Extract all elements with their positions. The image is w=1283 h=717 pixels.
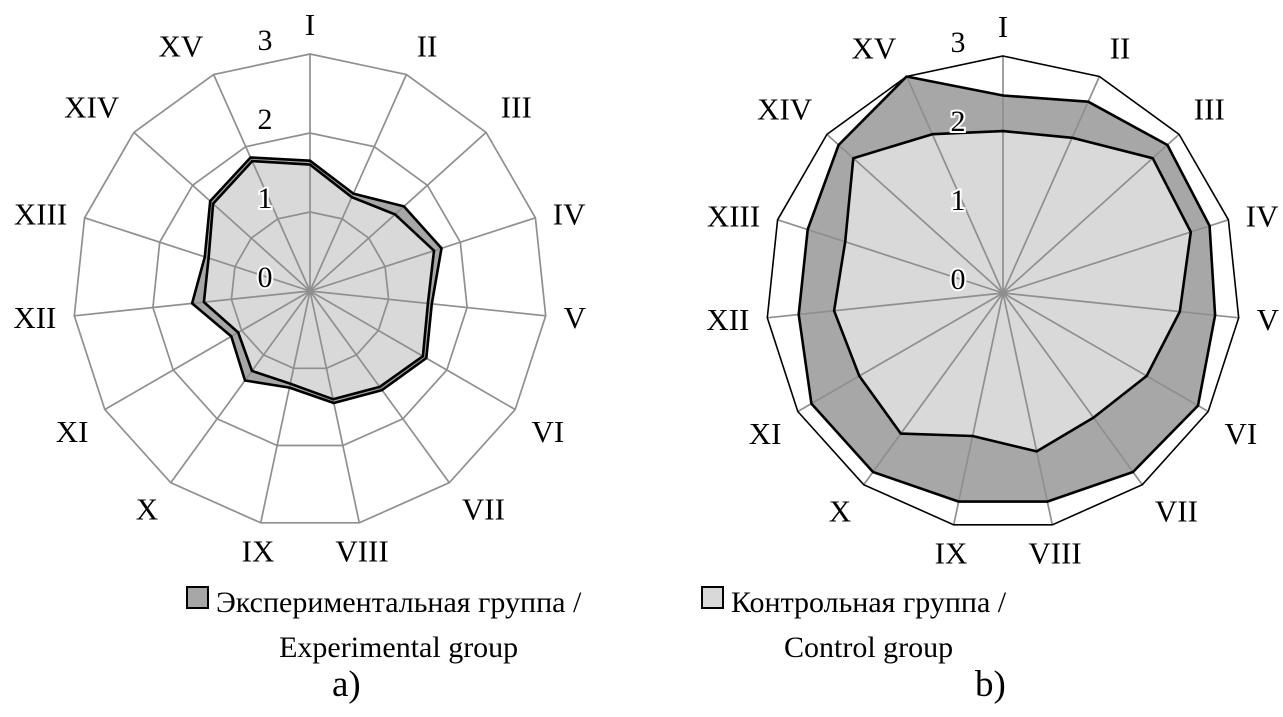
b-axis-label-I: I <box>998 9 1008 44</box>
b-tick-label-3: 3 <box>951 26 966 59</box>
a-axis-label-II: II <box>417 29 438 64</box>
sublabel-a: a) <box>332 664 361 705</box>
legend-label-control-ru: Контрольная группа / <box>731 586 1007 619</box>
b-axis-label-VIII: VIII <box>1028 536 1081 571</box>
b-axis-label-XV: XV <box>852 31 897 66</box>
b-spoke-XII <box>767 292 1004 319</box>
a-grid-ring-1 <box>230 211 390 370</box>
b-outer-ring <box>766 55 1240 526</box>
b-spoke-XV <box>905 76 1004 294</box>
b-axis-label-XIII: XIII <box>707 199 760 234</box>
b-axis-label-III: III <box>1194 92 1225 127</box>
a-tick-label-2: 2 <box>258 103 273 136</box>
b-series-control-fill <box>834 131 1191 452</box>
legend-item-experimental: Экспериментальная группа / Experimental … <box>186 580 581 670</box>
b-axis-label-VII: VII <box>1155 493 1198 528</box>
a-axis-label-XI: XI <box>56 414 89 449</box>
b-spoke-IX <box>952 292 1004 525</box>
a-outer-ring <box>73 53 547 524</box>
b-series-control-outline <box>832 129 1193 453</box>
b-spoke-XIII <box>777 218 1004 294</box>
a-spoke-II <box>309 74 408 292</box>
a-axis-label-XIV: XIV <box>64 90 120 125</box>
a-spoke-XV <box>212 74 311 292</box>
a-spoke-VIII <box>309 290 361 523</box>
b-axis-label-XI: XI <box>749 416 782 451</box>
a-axis-label-I: I <box>305 7 315 42</box>
legend-label-control-en: Control group <box>783 631 954 664</box>
a-axis-label-VI: VI <box>532 414 565 449</box>
b-axis-label-XIV: XIV <box>757 92 813 127</box>
a-series-control-fill <box>203 161 434 400</box>
b-spoke-II <box>1002 76 1101 294</box>
a-tick-label-3: 3 <box>258 24 273 57</box>
b-axis-label-V: V <box>1257 302 1280 337</box>
b-axis-label-IV: IV <box>1246 199 1279 234</box>
b-axis-label-II: II <box>1110 31 1131 66</box>
a-axis-label-III: III <box>501 90 532 125</box>
b-spoke-V <box>1002 292 1239 319</box>
a-series-experimental-outline <box>190 156 443 405</box>
a-axis-label-XV: XV <box>159 29 204 64</box>
a-axis-label-V: V <box>564 300 587 335</box>
legend-label-experimental-ru: Экспериментальная группа / <box>216 586 582 619</box>
b-tick-label-2: 2 <box>951 105 966 138</box>
a-spoke-VI <box>309 290 516 411</box>
b-spoke-X <box>863 292 1004 486</box>
b-axis-label-XII: XII <box>706 302 749 337</box>
a-series-control-outline <box>202 159 436 401</box>
b-spoke-VIII <box>1002 292 1054 525</box>
a-spoke-IV <box>309 216 536 292</box>
b-series-experimental-outline <box>797 75 1217 503</box>
a-axis-label-VII: VII <box>462 491 505 526</box>
b-axis-label-VI: VI <box>1225 416 1258 451</box>
b-spoke-III <box>1002 133 1180 294</box>
a-axis-label-VIII: VIII <box>335 534 388 569</box>
a-spoke-XIII <box>84 216 311 292</box>
b-tick-label-0: 0 <box>951 263 966 296</box>
b-axis-label-IX: IX <box>935 536 968 571</box>
a-spoke-XI <box>104 290 311 411</box>
a-spoke-X <box>170 290 311 484</box>
a-spoke-III <box>309 131 487 292</box>
a-tick-label-1: 1 <box>258 182 273 215</box>
a-axis-label-XII: XII <box>13 300 56 335</box>
a-axis-label-X: X <box>136 491 158 526</box>
b-spoke-XIV <box>826 133 1004 294</box>
legend-swatch-control <box>701 586 724 609</box>
a-axis-label-IV: IV <box>553 197 586 232</box>
legend-swatch-experimental <box>186 586 209 609</box>
b-spoke-VII <box>1002 292 1143 486</box>
a-axis-label-IX: IX <box>242 534 275 569</box>
b-spoke-VI <box>1002 292 1209 413</box>
legend-item-control: Контрольная группа / Control group <box>701 580 1006 670</box>
a-axis-label-XIII: XIII <box>14 197 67 232</box>
b-tick-label-1: 1 <box>951 184 966 217</box>
legend-label-experimental-en: Experimental group <box>279 631 519 664</box>
a-grid-ring-2 <box>152 132 468 447</box>
sublabel-b: b) <box>975 664 1006 705</box>
b-axis-label-X: X <box>829 493 851 528</box>
a-spoke-XIV <box>133 131 311 292</box>
a-spoke-IX <box>259 290 311 523</box>
a-tick-label-0: 0 <box>258 261 273 294</box>
b-spoke-XI <box>797 292 1004 413</box>
